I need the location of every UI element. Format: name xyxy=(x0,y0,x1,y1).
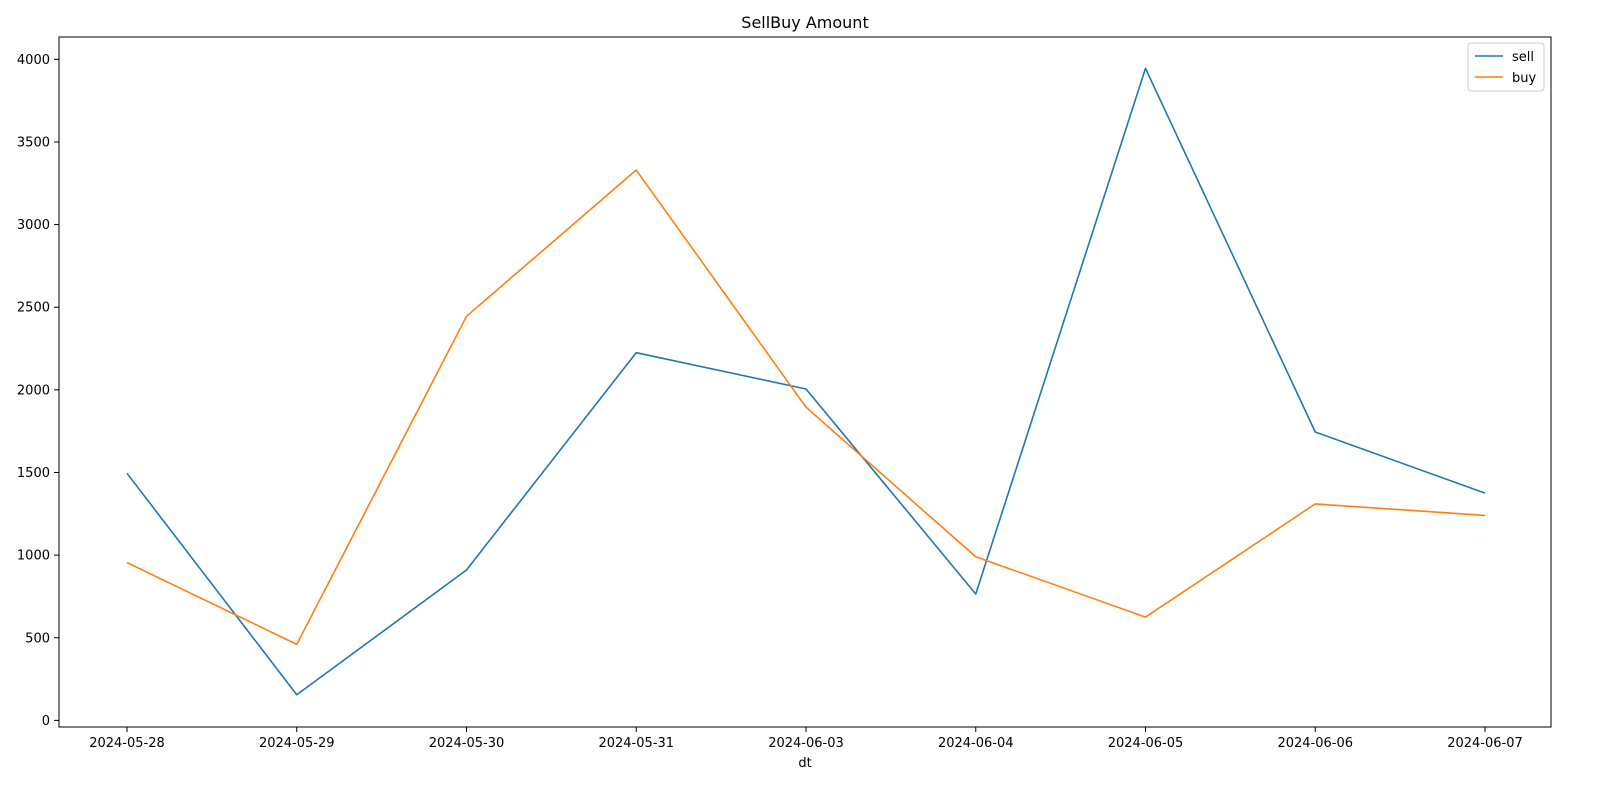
x-tick-label: 2024-06-05 xyxy=(1108,736,1184,751)
y-tick-label: 500 xyxy=(25,631,50,646)
chart-title: SellBuy Amount xyxy=(741,13,868,32)
x-tick-label: 2024-05-29 xyxy=(259,736,335,751)
x-axis-label: dt xyxy=(798,756,811,771)
plot-frame xyxy=(58,36,1552,728)
x-tick-label: 2024-06-03 xyxy=(768,736,844,751)
x-tick-label: 2024-06-07 xyxy=(1447,736,1523,751)
axes-layer: 2024-05-28 2024-05-29 2024-05-30 2024-05-31… xyxy=(17,36,1552,751)
plot-background xyxy=(59,37,1551,727)
series-layer xyxy=(126,67,1486,696)
y-tick-label: 4000 xyxy=(17,53,50,68)
x-tick-label: 2024-05-30 xyxy=(429,736,505,751)
plot-area xyxy=(59,37,1551,727)
legend-label-sell: sell xyxy=(1512,50,1534,65)
y-tick-label: 1500 xyxy=(17,466,50,481)
y-tick-label: 0 xyxy=(42,714,50,729)
y-tick-label: 3500 xyxy=(17,135,50,150)
legend-label-buy: buy xyxy=(1512,71,1536,86)
y-tick-label: 2000 xyxy=(17,383,50,398)
y-tick-label: 3000 xyxy=(17,218,50,233)
legend-box xyxy=(1467,42,1545,92)
x-tick-label: 2024-05-28 xyxy=(89,736,165,751)
y-tick-label: 2500 xyxy=(17,301,50,316)
legend: sell buy xyxy=(1467,42,1545,92)
x-tick-label: 2024-06-04 xyxy=(938,736,1014,751)
x-tick-label: 2024-05-31 xyxy=(598,736,674,751)
x-tick-label: 2024-06-06 xyxy=(1277,736,1353,751)
y-tick-label: 1000 xyxy=(17,549,50,564)
